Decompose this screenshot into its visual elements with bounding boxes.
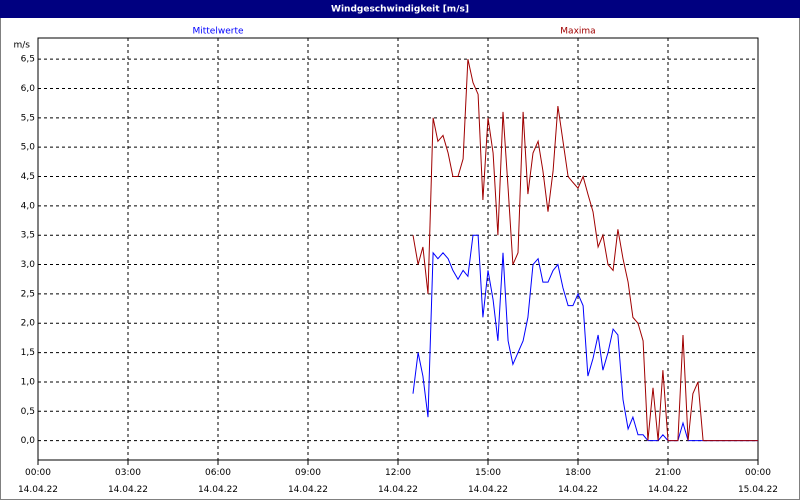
y-tick-label: 6,0 <box>21 84 36 94</box>
y-tick-label: 1,5 <box>21 348 35 358</box>
y-tick-label: 6,5 <box>21 55 35 65</box>
y-tick-label: 5,0 <box>21 143 36 153</box>
x-tick-label: 12:00 14.04.22 <box>377 468 419 495</box>
window-title: Windgeschwindigkeit [m/s] <box>331 5 469 15</box>
x-tick-label: 15:00 14.04.22 <box>467 468 509 495</box>
y-unit: m/s <box>14 41 31 51</box>
x-tick-label: 00:00 15.04.22 <box>737 468 779 495</box>
y-tick-label: 0,0 <box>21 436 36 446</box>
y-tick-label: 4,5 <box>21 172 35 182</box>
y-tick-label: 0,5 <box>21 407 35 417</box>
y-tick-label: 3,0 <box>21 260 36 270</box>
title-bar <box>0 0 800 18</box>
x-tick-label: 03:00 14.04.22 <box>107 468 149 495</box>
legend-entry: Mittelwerte <box>192 27 243 37</box>
x-tick-label: 21:00 14.04.22 <box>647 468 689 495</box>
y-tick-label: 1,0 <box>21 377 36 387</box>
data-line <box>412 234 758 442</box>
y-tick-label: 2,5 <box>21 289 35 299</box>
x-tick-label: 06:00 14.04.22 <box>197 468 239 495</box>
y-tick-label: 4,0 <box>21 201 36 211</box>
x-tick-label: 18:00 14.04.22 <box>557 468 599 495</box>
x-tick-label: 00:00 14.04.22 <box>17 468 59 495</box>
y-tick-label: 3,5 <box>21 231 35 241</box>
legend-entry: Maxima <box>560 27 595 37</box>
y-tick-label: 2,0 <box>21 319 36 329</box>
data-line <box>412 59 758 442</box>
y-tick-label: 5,5 <box>21 113 35 123</box>
x-tick-label: 09:00 14.04.22 <box>287 468 329 495</box>
